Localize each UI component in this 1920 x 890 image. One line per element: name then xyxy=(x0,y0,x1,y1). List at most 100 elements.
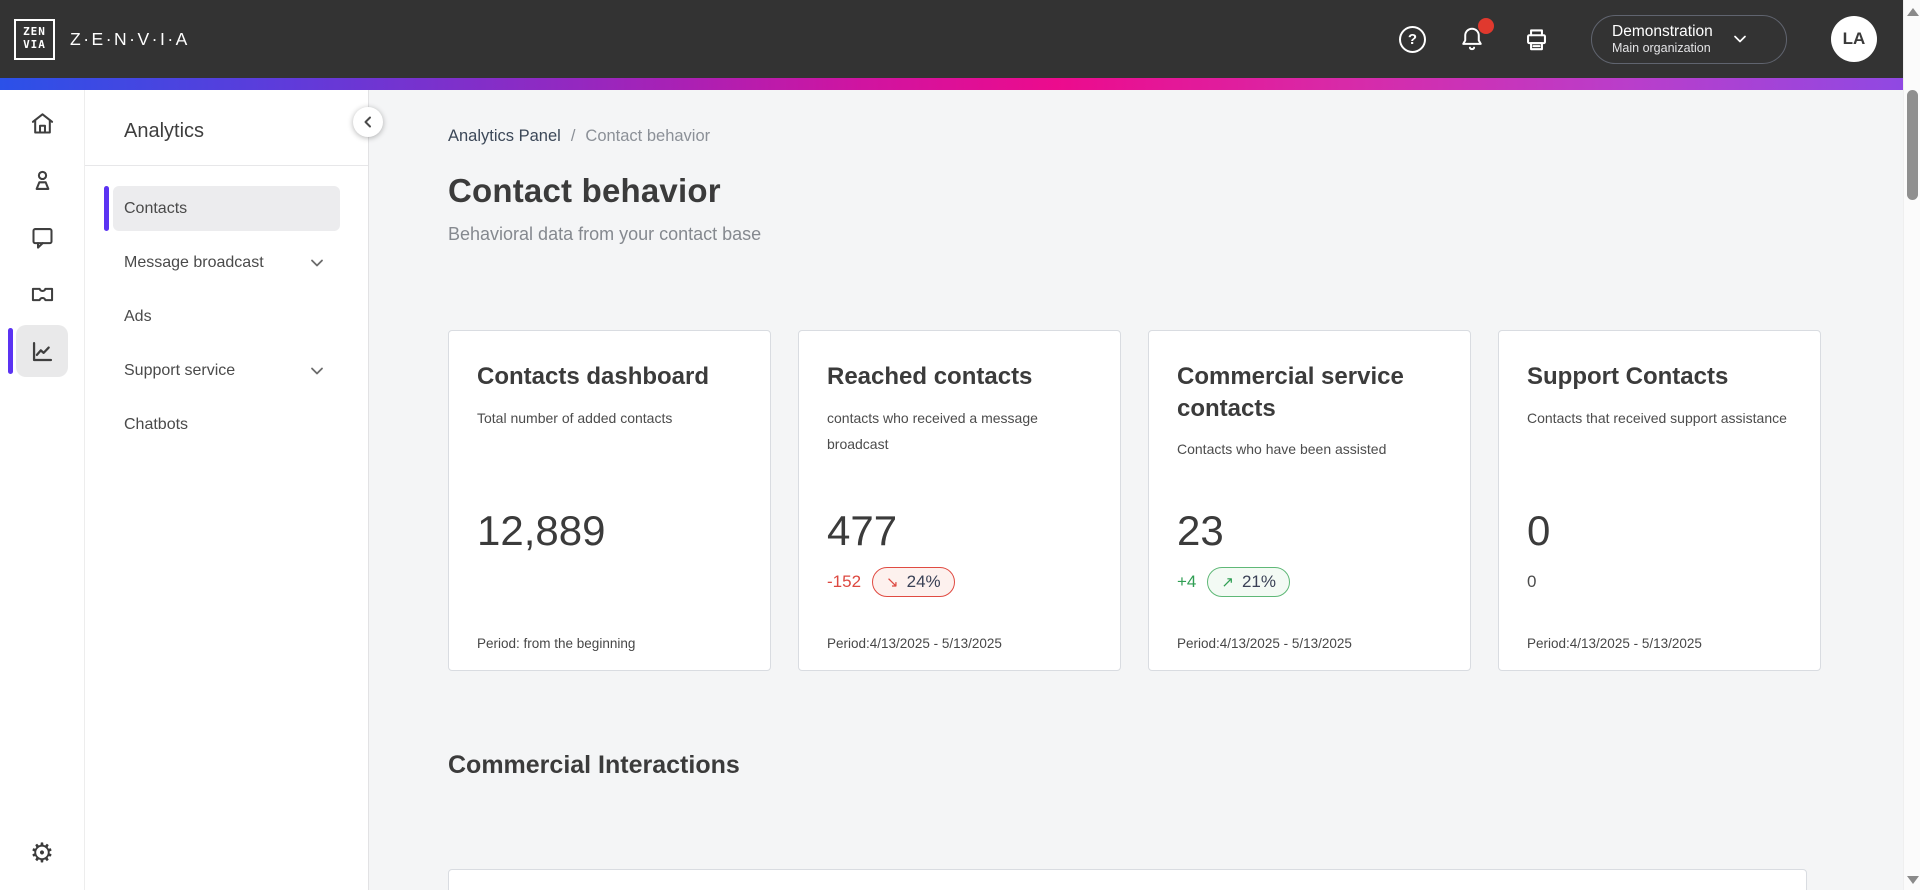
breadcrumb-parent-link[interactable]: Analytics Panel xyxy=(448,127,561,145)
card-description: Contacts who have been assisted xyxy=(1177,441,1387,458)
rail-item-settings[interactable]: ⚙ xyxy=(16,827,68,879)
rail-item-conversations[interactable] xyxy=(16,211,68,263)
page-subtitle: Behavioral data from your contact base xyxy=(448,224,762,244)
logo-line2: VIA xyxy=(23,38,46,51)
card-title: Contacts dashboard xyxy=(477,363,710,390)
bell-icon xyxy=(1462,27,1482,51)
card-value: 0 xyxy=(1527,507,1551,554)
card-support-contacts: Support Contacts Contacts that received … xyxy=(1498,330,1821,671)
top-bar: ZEN VIA Z·E·N·V·I·A ? xyxy=(0,0,1920,78)
notification-badge xyxy=(1478,18,1494,34)
trend-badge: ↘ 24% xyxy=(872,567,955,597)
active-indicator xyxy=(8,328,13,374)
metric-cards-row: Contacts dashboard Total number of added… xyxy=(448,330,1920,671)
trend-percent: 21% xyxy=(1241,572,1276,591)
divider xyxy=(85,165,368,166)
help-button[interactable]: ? xyxy=(1399,25,1426,53)
card-period: Period:4/13/2025 - 5/13/2025 xyxy=(827,636,1002,651)
brand-gradient-bar xyxy=(0,78,1920,90)
collapse-panel-button[interactable] xyxy=(353,107,383,137)
sidebar-item-label: Ads xyxy=(124,307,152,325)
card-delta-row: +4 ↗ 21% xyxy=(1177,565,1290,599)
sidebar-item-label: Chatbots xyxy=(124,415,189,433)
card-description: Total number of added contacts xyxy=(477,409,673,426)
organization-labels: Demonstration Main organization xyxy=(1612,22,1713,57)
vertical-scrollbar[interactable] xyxy=(1903,0,1920,890)
help-glyph: ? xyxy=(1407,30,1418,48)
card-period: Period:4/13/2025 - 5/13/2025 xyxy=(1177,636,1352,651)
person-icon xyxy=(35,170,49,190)
sidebar-item-label: Contacts xyxy=(124,199,188,217)
trend-percent: 24% xyxy=(906,572,941,591)
brand: ZEN VIA Z·E·N·V·I·A xyxy=(14,18,190,60)
rail-item-analytics[interactable] xyxy=(8,325,68,377)
card-delta-row: -152 ↘ 24% xyxy=(827,565,955,599)
card-delta-row: 0 xyxy=(1527,565,1536,599)
card-description: Contacts that received support assistanc… xyxy=(1527,409,1787,426)
card-value: 12,889 xyxy=(477,507,606,554)
organization-switcher[interactable]: Demonstration Main organization xyxy=(1591,14,1787,64)
rail-item-campaigns[interactable] xyxy=(16,268,68,320)
analytics-sidebar: Analytics Contacts Message broadcast Ads… xyxy=(85,90,383,890)
card-period: Period:4/13/2025 - 5/13/2025 xyxy=(1527,636,1702,651)
sidebar-item-support-service[interactable]: Support service xyxy=(104,348,340,393)
sidebar-item-ads[interactable]: Ads xyxy=(104,294,340,339)
sidebar-item-label: Support service xyxy=(124,361,236,379)
sidebar-item-contacts[interactable]: Contacts xyxy=(104,186,340,231)
scroll-down-arrow-icon[interactable] xyxy=(1907,876,1919,884)
chevron-down-icon xyxy=(311,367,323,374)
breadcrumb: Analytics Panel / Contact behavior xyxy=(448,127,1920,146)
delta-value: 0 xyxy=(1527,572,1537,591)
analytics-menu: Contacts Message broadcast Ads Support s… xyxy=(85,166,368,447)
rail-item-contacts[interactable] xyxy=(16,154,68,206)
card-title: Support Contacts xyxy=(1527,363,1729,390)
main-content: Analytics Panel / Contact behavior Conta… xyxy=(369,90,1920,890)
trend-down-arrow-icon: ↘ xyxy=(886,574,899,591)
chat-icon xyxy=(31,227,53,249)
scroll-up-arrow-icon[interactable] xyxy=(1907,8,1919,16)
card-contacts-dashboard: Contacts dashboard Total number of added… xyxy=(448,330,771,671)
card-value: 23 xyxy=(1177,507,1224,554)
notifications-button[interactable] xyxy=(1458,18,1494,53)
delta-value: -152 xyxy=(827,572,862,591)
card-period: Period: from the beginning xyxy=(477,636,636,651)
print-button[interactable] xyxy=(1522,25,1551,54)
logo-line1: ZEN xyxy=(23,25,46,39)
active-indicator xyxy=(104,186,109,231)
card-reached-contacts: Reached contacts contacts who received a… xyxy=(798,330,1121,671)
help-icon: ? xyxy=(1399,25,1426,53)
home-icon xyxy=(31,112,53,134)
sidebar-title: Analytics xyxy=(124,120,205,142)
chevron-left-icon xyxy=(364,116,371,128)
card-commercial-service-contacts: Commercial service contacts Contacts who… xyxy=(1148,330,1471,671)
breadcrumb-separator: / xyxy=(570,127,576,145)
organization-name: Demonstration xyxy=(1612,22,1713,40)
card-title: Reached contacts xyxy=(827,363,1033,390)
sidebar-item-chatbots[interactable]: Chatbots xyxy=(104,402,340,447)
sidebar-item-message-broadcast[interactable]: Message broadcast xyxy=(104,240,340,285)
gear-icon: ⚙ xyxy=(29,837,55,868)
avatar-initials: LA xyxy=(1842,29,1866,48)
sidebar-item-label: Message broadcast xyxy=(124,253,264,271)
icon-rail: ⚙ xyxy=(0,90,85,890)
delta-value: +4 xyxy=(1177,572,1197,591)
trend-badge: ↗ 21% xyxy=(1207,567,1290,597)
chevron-down-icon xyxy=(1729,28,1751,50)
chevron-down-icon xyxy=(311,259,323,266)
line-chart-icon xyxy=(32,341,52,361)
brand-name: Z·E·N·V·I·A xyxy=(70,28,190,49)
card-title: Commercial service contacts xyxy=(1177,363,1404,422)
rail-item-home[interactable] xyxy=(16,97,68,149)
topbar-actions: ? Demonstration Main organization xyxy=(1399,14,1877,64)
printer-icon xyxy=(1527,28,1546,50)
ticket-icon xyxy=(31,287,53,301)
user-avatar[interactable]: LA xyxy=(1831,16,1877,62)
zenvia-logo-icon: ZEN VIA xyxy=(14,18,55,60)
page-title: Contact behavior xyxy=(448,172,721,209)
breadcrumb-current: Contact behavior xyxy=(585,127,711,145)
card-description: contacts who received a message broadcas… xyxy=(827,409,1038,452)
scrollbar-thumb[interactable] xyxy=(1907,90,1918,200)
commercial-interactions-card xyxy=(448,869,1807,890)
organization-description: Main organization xyxy=(1612,40,1711,55)
card-value: 477 xyxy=(827,507,898,554)
